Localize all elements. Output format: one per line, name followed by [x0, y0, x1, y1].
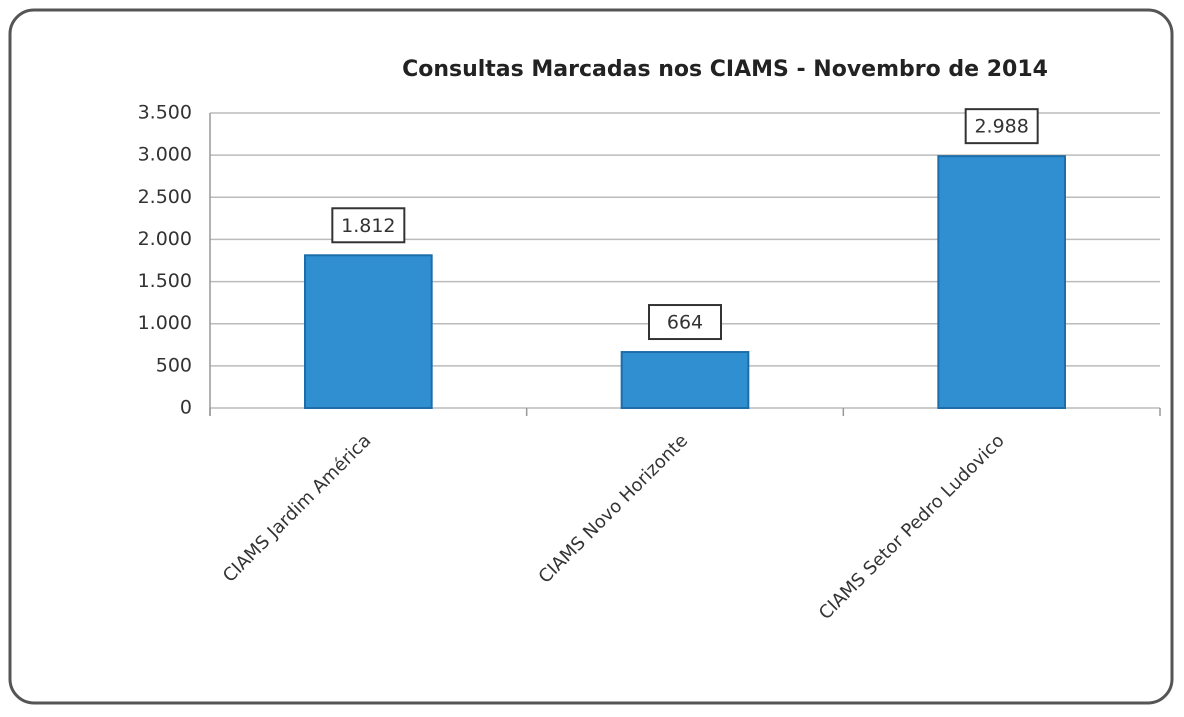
- data-label-box: [964, 108, 1039, 145]
- chart-title: Consultas Marcadas nos CIAMS - Novembro …: [402, 57, 1048, 82]
- data-label-box: [648, 304, 722, 341]
- y-tick-label: 3.000: [138, 144, 192, 166]
- chart-frame: [8, 8, 1174, 705]
- data-label: 1.812: [341, 215, 395, 237]
- bar: [304, 254, 433, 409]
- bar: [937, 155, 1066, 409]
- y-tick-label: 2.500: [138, 186, 192, 208]
- bar: [620, 351, 750, 409]
- y-tick-label: 500: [156, 354, 192, 376]
- y-tick-label: 0: [180, 397, 192, 419]
- data-label-box: [331, 207, 406, 244]
- y-tick-label: 1.500: [138, 270, 192, 292]
- y-tick-label: 3.500: [138, 102, 192, 124]
- y-tick-label: 1.000: [138, 312, 192, 334]
- data-label: 2.988: [974, 116, 1028, 138]
- data-label: 664: [667, 312, 703, 334]
- y-tick-label: 2.000: [138, 228, 192, 250]
